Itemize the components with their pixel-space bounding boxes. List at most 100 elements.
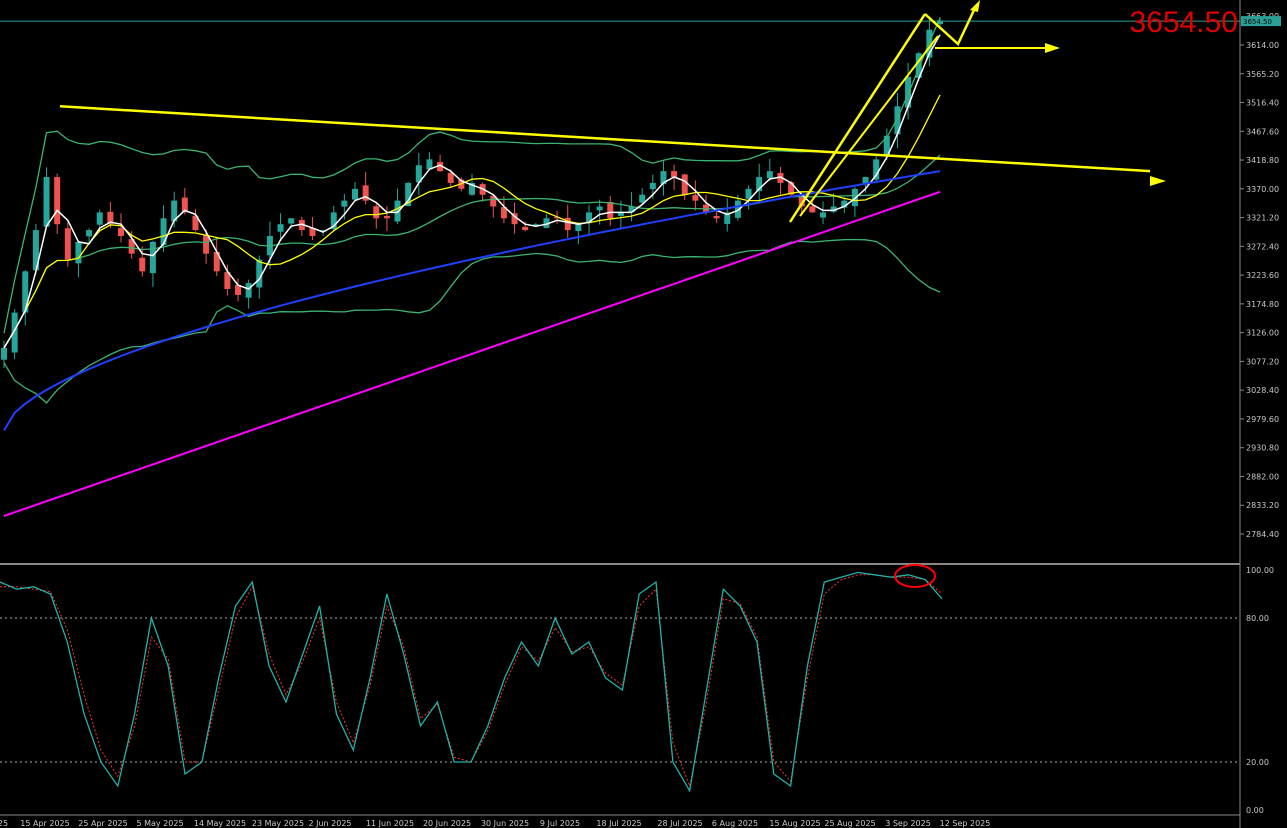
time-tick-label: 25 Apr 2025	[78, 819, 127, 828]
candle-body[interactable]	[22, 271, 29, 313]
candle-body[interactable]	[149, 241, 156, 274]
candle-body[interactable]	[203, 235, 210, 254]
candle-body[interactable]	[160, 218, 167, 245]
time-tick-label: 23 May 2025	[252, 819, 304, 828]
candle-body[interactable]	[447, 172, 454, 183]
candle-body[interactable]	[554, 217, 561, 219]
candle-body[interactable]	[277, 224, 284, 232]
candle-body[interactable]	[575, 224, 582, 232]
candle-body[interactable]	[851, 188, 858, 207]
candle-body[interactable]	[86, 230, 93, 237]
candle-body[interactable]	[245, 283, 252, 298]
candle-body[interactable]	[362, 185, 369, 201]
candle-body[interactable]	[862, 177, 869, 185]
candle-body[interactable]	[405, 182, 412, 207]
candle-body[interactable]	[564, 217, 571, 231]
trendline-arrowhead	[1150, 176, 1166, 186]
descending-trendline[interactable]	[59, 105, 1151, 173]
candle-body[interactable]	[522, 226, 529, 231]
candle-body[interactable]	[734, 200, 741, 218]
candle-body[interactable]	[64, 228, 71, 260]
candle-body[interactable]	[788, 182, 795, 195]
candle-body[interactable]	[841, 200, 848, 208]
candle-body[interactable]	[192, 215, 199, 231]
candle-body[interactable]	[309, 227, 316, 236]
candle-body[interactable]	[330, 212, 337, 230]
candle-body[interactable]	[256, 259, 263, 288]
candle-body[interactable]	[320, 230, 327, 232]
candle-body[interactable]	[883, 135, 890, 157]
channel-line-lower[interactable]	[799, 35, 939, 217]
candle-body[interactable]	[298, 219, 305, 231]
candle-body[interactable]	[596, 206, 603, 211]
candle-body[interactable]	[607, 201, 614, 219]
candle-body[interactable]	[394, 200, 401, 222]
candle-body[interactable]	[873, 159, 880, 180]
candle-body[interactable]	[75, 241, 82, 264]
target-arrowhead-right	[1045, 43, 1060, 53]
candle-body[interactable]	[426, 159, 433, 170]
candle-body[interactable]	[213, 251, 220, 272]
highlight-circle[interactable]	[894, 564, 936, 588]
candle-body[interactable]	[639, 194, 646, 203]
candle-body[interactable]	[118, 228, 124, 236]
time-tick-label: 12 Sep 2025	[940, 819, 991, 828]
candle-body[interactable]	[96, 212, 103, 225]
candle-body[interactable]	[894, 106, 901, 135]
breakout-arrow-up[interactable]	[924, 7, 977, 47]
candle-body[interactable]	[724, 212, 731, 224]
candle-body[interactable]	[32, 230, 39, 271]
candle-body[interactable]	[820, 212, 826, 218]
candle-body[interactable]	[352, 188, 358, 200]
candle-body[interactable]	[224, 272, 231, 290]
candle-body[interactable]	[766, 171, 773, 179]
candle-body[interactable]	[437, 161, 444, 172]
candle-body[interactable]	[532, 224, 539, 226]
candle-body[interactable]	[490, 195, 497, 207]
candle-body[interactable]	[681, 174, 688, 195]
stochastic-pane[interactable]	[0, 564, 1240, 793]
candle-body[interactable]	[660, 171, 667, 185]
channel-line-upper[interactable]	[788, 13, 927, 223]
candle-body[interactable]	[713, 215, 720, 219]
candle-body[interactable]	[543, 218, 550, 228]
candle-body[interactable]	[617, 212, 624, 216]
candle-body[interactable]	[139, 257, 146, 272]
candle-body[interactable]	[415, 165, 422, 183]
candle-body[interactable]	[11, 312, 18, 353]
candle-body[interactable]	[54, 177, 61, 225]
candle-body[interactable]	[905, 76, 912, 108]
candle-body[interactable]	[756, 177, 763, 192]
candle-body[interactable]	[171, 200, 178, 222]
candle-body[interactable]	[830, 206, 837, 212]
candle-body[interactable]	[128, 239, 135, 254]
candle-body[interactable]	[288, 218, 295, 224]
candle-body[interactable]	[383, 215, 390, 219]
candle-body[interactable]	[181, 197, 188, 213]
candle-body[interactable]	[500, 207, 507, 219]
candle-body[interactable]	[1, 347, 7, 360]
candle-body[interactable]	[586, 212, 592, 223]
time-tick-label: 11 Jun 2025	[366, 819, 414, 828]
candle-body[interactable]	[649, 182, 656, 190]
candle-body[interactable]	[43, 177, 50, 227]
candle-body[interactable]	[511, 213, 518, 225]
candle-body[interactable]	[628, 206, 635, 212]
candle-body[interactable]	[469, 182, 475, 195]
candle-body[interactable]	[235, 285, 241, 295]
candle-body[interactable]	[915, 53, 922, 78]
candle-body[interactable]	[777, 172, 784, 183]
candle-body[interactable]	[107, 211, 114, 225]
candle-body[interactable]	[745, 188, 752, 199]
candle-body[interactable]	[937, 21, 943, 25]
price-pane[interactable]	[0, 0, 1240, 517]
time-tick-label: 9 Jul 2025	[540, 819, 580, 828]
candle-body[interactable]	[373, 206, 380, 219]
candle-body[interactable]	[692, 195, 699, 201]
candle-body[interactable]	[671, 171, 678, 178]
candle-body[interactable]	[798, 194, 805, 207]
candle-body[interactable]	[809, 206, 816, 213]
candle-body[interactable]	[341, 200, 348, 207]
